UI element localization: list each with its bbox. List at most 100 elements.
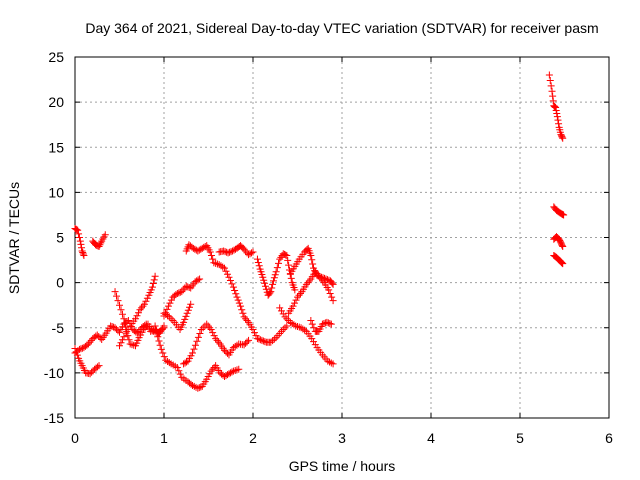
- data-point: [166, 299, 174, 307]
- axis-ticks: 0 1 2 3 4 5 6 -15 -10 -5 0 5 10 15 20 25: [44, 49, 613, 446]
- data-point: [199, 324, 207, 332]
- series-arc20: [550, 233, 567, 251]
- data-point: [307, 317, 315, 325]
- data-point: [210, 259, 218, 267]
- data-point: [560, 211, 568, 219]
- data-point: [191, 278, 199, 286]
- data-point: [151, 322, 159, 330]
- data-point: [181, 284, 189, 292]
- data-point: [88, 368, 96, 376]
- data-point: [223, 349, 231, 357]
- data-point: [195, 246, 203, 254]
- data-point: [245, 336, 253, 344]
- data-point: [156, 341, 164, 349]
- data-point: [189, 244, 197, 252]
- data-point: [327, 359, 335, 367]
- data-point: [188, 349, 196, 357]
- data-point: [283, 252, 291, 260]
- data-point: [559, 260, 567, 268]
- data-point: [243, 338, 251, 346]
- data-point: [210, 332, 218, 340]
- data-point: [268, 284, 276, 292]
- data-point: [114, 327, 122, 335]
- data-point: [72, 225, 80, 233]
- data-point: [124, 326, 132, 334]
- data-point: [259, 273, 267, 281]
- data-point: [206, 248, 214, 256]
- data-point: [221, 264, 229, 272]
- data-point: [175, 367, 183, 375]
- data-point: [215, 261, 223, 269]
- data-point: [209, 329, 217, 337]
- data-point: [93, 331, 101, 339]
- data-point: [190, 345, 198, 353]
- data-point: [207, 367, 215, 375]
- data-point: [180, 360, 188, 368]
- data-point: [297, 324, 305, 332]
- data-point: [124, 317, 132, 325]
- data-point: [237, 302, 245, 310]
- data-point: [188, 382, 196, 390]
- data-point: [226, 369, 234, 377]
- data-point: [240, 341, 248, 349]
- data-point: [269, 277, 277, 285]
- data-point: [242, 247, 250, 255]
- data-point: [194, 333, 202, 341]
- data-point: [181, 315, 189, 323]
- data-point: [136, 306, 144, 314]
- data-point: [95, 332, 103, 340]
- data-point: [310, 338, 318, 346]
- data-point: [97, 239, 105, 247]
- data-point: [255, 262, 263, 270]
- data-point: [96, 334, 104, 342]
- data-point: [310, 324, 318, 332]
- data-point: [225, 370, 233, 378]
- data-point: [107, 322, 115, 330]
- data-point: [266, 289, 274, 297]
- data-point: [126, 340, 134, 348]
- data-point: [253, 335, 261, 343]
- data-point: [326, 289, 334, 297]
- data-point: [87, 336, 95, 344]
- data-point: [127, 323, 135, 331]
- data-point: [190, 382, 198, 390]
- data-point: [221, 372, 229, 380]
- data-point: [95, 243, 103, 251]
- data-point: [213, 260, 221, 268]
- series-arc16: [286, 244, 337, 288]
- y-tick-label: 0: [56, 275, 64, 291]
- data-point: [282, 251, 290, 259]
- data-point: [558, 259, 566, 267]
- data-point: [154, 333, 162, 341]
- series-arc18: [545, 71, 567, 142]
- data-point: [269, 280, 277, 288]
- data-point: [551, 103, 559, 111]
- data-point: [178, 288, 186, 296]
- data-point: [194, 384, 202, 392]
- plot-frame: [74, 56, 610, 419]
- data-point: [242, 339, 250, 347]
- data-point: [167, 296, 175, 304]
- data-point: [222, 267, 230, 275]
- data-point: [212, 259, 220, 267]
- data-point: [121, 319, 129, 327]
- data-point: [549, 97, 557, 105]
- data-point: [79, 250, 87, 258]
- data-point: [558, 133, 566, 141]
- data-point: [285, 261, 293, 269]
- data-point: [255, 335, 263, 343]
- data-point: [142, 297, 150, 305]
- data-point: [133, 312, 141, 320]
- data-point: [304, 279, 312, 287]
- y-tick-label: 15: [48, 139, 64, 155]
- data-point: [116, 301, 123, 309]
- series-arc21: [550, 252, 567, 268]
- data-point: [219, 263, 227, 271]
- data-point: [235, 365, 243, 373]
- data-point: [184, 306, 192, 314]
- data-point: [194, 276, 202, 284]
- data-point: [553, 113, 561, 121]
- data-point: [149, 280, 157, 288]
- data-point: [269, 337, 277, 345]
- data-point: [230, 246, 238, 254]
